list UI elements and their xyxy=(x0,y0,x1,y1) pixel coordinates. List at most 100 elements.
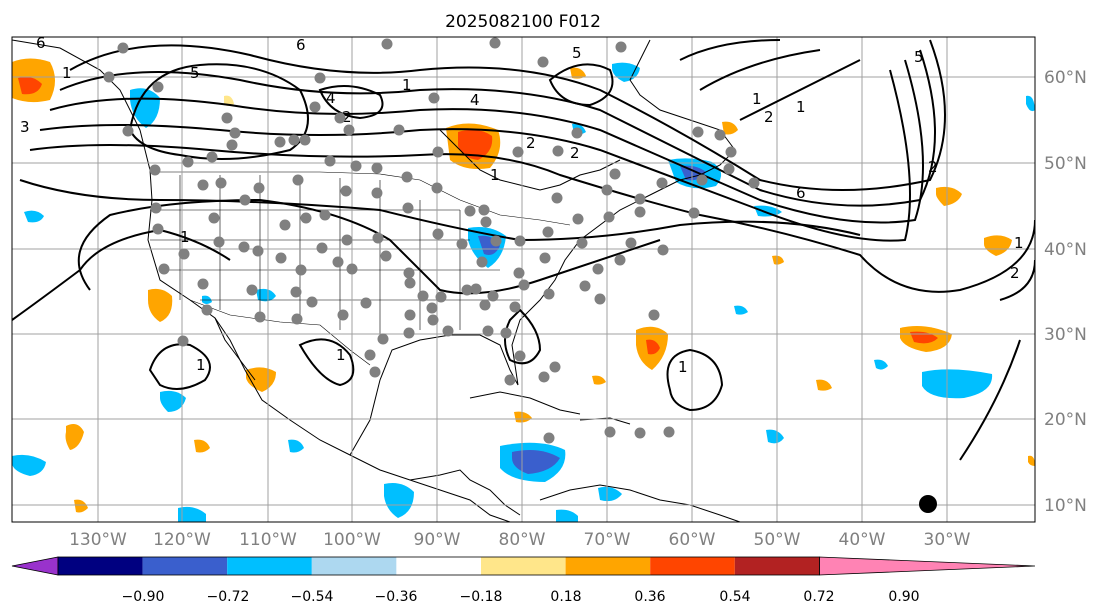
station-marker xyxy=(723,163,735,175)
lat-label: 60°N xyxy=(1044,68,1087,88)
station-marker xyxy=(549,361,561,373)
station-marker xyxy=(576,237,588,249)
lon-label: 130°W xyxy=(69,530,127,550)
station-marker xyxy=(208,212,220,224)
station-marker xyxy=(229,127,241,139)
shade-blue-sm1 xyxy=(24,210,44,223)
station-marker xyxy=(404,309,416,321)
longitude-labels: 130°W 120°W 110°W 100°W 90°W 80°W 70°W 6… xyxy=(69,530,971,550)
station-marker xyxy=(239,194,251,206)
station-marker xyxy=(725,146,737,158)
contour-label: 1 xyxy=(180,228,190,246)
shade-blue-sm8 xyxy=(598,486,622,502)
lat-label: 40°N xyxy=(1044,240,1087,260)
station-marker xyxy=(514,350,526,362)
station-marker xyxy=(615,41,627,53)
lat-label: 50°N xyxy=(1044,154,1087,174)
coast-canada-east xyxy=(629,39,736,151)
shade-blue-pac3 xyxy=(160,390,186,412)
shade-mid-carib xyxy=(512,450,560,474)
station-marker xyxy=(594,293,606,305)
station-marker xyxy=(489,37,501,49)
contour-label: 6 xyxy=(36,34,46,52)
station-marker xyxy=(427,314,439,326)
coast-cuba xyxy=(469,391,581,415)
station-marker xyxy=(215,177,227,189)
station-marker xyxy=(656,177,668,189)
contour-label: 1 xyxy=(196,356,206,374)
station-marker xyxy=(579,280,591,292)
contour-label: 1 xyxy=(752,90,762,108)
colorbar-segment xyxy=(734,557,820,575)
contour-10 xyxy=(148,343,211,390)
station-marker xyxy=(295,264,307,276)
station-marker xyxy=(206,151,218,163)
station-marker xyxy=(292,174,304,186)
station-marker xyxy=(537,56,549,68)
station-marker xyxy=(178,248,190,260)
lat-label: 10°N xyxy=(1044,496,1087,516)
contour-label: 2 xyxy=(570,144,580,162)
station-marker xyxy=(614,254,626,266)
station-marker xyxy=(340,185,352,197)
colorbar xyxy=(11,556,1036,576)
colorbar-tick-label: −0.72 xyxy=(207,589,250,605)
colorbar-tick-label: −0.90 xyxy=(122,589,165,605)
colorbar-segment xyxy=(142,557,228,575)
colorbar-tick-labels: −0.90 −0.72 −0.54 −0.36 −0.18 0.18 0.36 … xyxy=(122,589,920,605)
station-marker xyxy=(371,162,383,174)
station-marker xyxy=(514,235,526,247)
station-marker xyxy=(431,182,443,194)
station-marker xyxy=(592,263,604,275)
contour-label: 6 xyxy=(796,184,806,202)
gridlines xyxy=(12,37,1035,522)
station-marker xyxy=(332,256,344,268)
contour-1 xyxy=(69,39,946,191)
station-marker xyxy=(748,177,760,189)
station-marker xyxy=(500,327,512,339)
colorbar-tick-label: 0.72 xyxy=(803,589,834,605)
colorbar-tick-label: 0.18 xyxy=(550,589,581,605)
contour-14 xyxy=(128,63,309,160)
station-marker xyxy=(369,366,381,378)
map-title: 2025082100 F012 xyxy=(445,12,601,32)
shade-blue-sm5 xyxy=(1026,95,1035,112)
shade-orange-sm6 xyxy=(74,499,88,513)
coast-baja xyxy=(214,317,256,381)
station-marker xyxy=(319,209,331,221)
colorbar-extend-low xyxy=(11,556,59,576)
station-marker xyxy=(274,136,286,148)
contour-6 xyxy=(19,179,861,242)
shade-orange-sm8 xyxy=(772,255,784,265)
contour-label: 1 xyxy=(402,76,412,94)
station-marker xyxy=(404,277,416,289)
station-marker xyxy=(634,193,646,205)
station-marker xyxy=(482,325,494,337)
station-marker xyxy=(152,81,164,93)
map-frame xyxy=(11,36,1036,523)
contour-11 xyxy=(666,348,724,412)
lon-label: 50°W xyxy=(754,530,801,550)
contour-8 xyxy=(12,228,231,321)
shade-red-atl1 xyxy=(646,339,660,355)
station-marker xyxy=(461,284,473,296)
colorbar-segment xyxy=(396,557,481,575)
station-marker xyxy=(337,309,349,321)
contour-4 xyxy=(39,69,911,242)
station-marker xyxy=(513,267,525,279)
contours xyxy=(12,39,1035,461)
station-marker xyxy=(432,146,444,158)
shade-blue-sm4 xyxy=(288,439,304,453)
lat-label: 20°N xyxy=(1044,410,1087,430)
station-marker xyxy=(314,72,326,84)
station-marker xyxy=(470,283,482,295)
station-marker xyxy=(246,284,258,296)
shade-blue-sm7 xyxy=(178,506,206,522)
station-marker xyxy=(625,237,637,249)
shade-orange-sm1 xyxy=(514,411,532,423)
shade-orange-atl3 xyxy=(984,235,1012,256)
station-marker xyxy=(350,160,362,172)
station-marker xyxy=(316,242,328,254)
station-marker xyxy=(487,290,499,302)
shade-orange-sm7 xyxy=(592,375,606,385)
